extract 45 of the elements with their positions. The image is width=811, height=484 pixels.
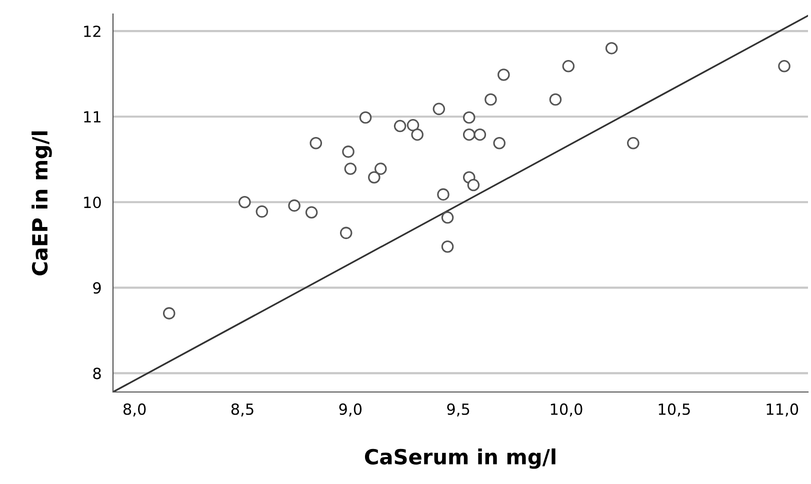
point xyxy=(627,136,640,150)
point xyxy=(484,93,497,106)
point xyxy=(406,119,420,132)
x-tick-label: 8,5 xyxy=(231,403,254,416)
y-axis-title: CaEP in mg/l xyxy=(32,131,52,276)
y-tick-label: 12 xyxy=(84,26,100,37)
point xyxy=(441,240,454,253)
x-tick-label: 8,0 xyxy=(123,403,146,416)
x-tick-label: 10,0 xyxy=(550,403,582,416)
point xyxy=(344,162,357,175)
y-tick-label: 10 xyxy=(84,196,101,208)
point xyxy=(162,307,176,320)
y-tick-label: 11 xyxy=(84,111,100,122)
point xyxy=(498,68,510,81)
point xyxy=(359,111,372,124)
x-tick-label: 11,0 xyxy=(766,403,798,416)
point xyxy=(493,136,506,150)
point xyxy=(562,60,575,72)
point xyxy=(778,60,790,72)
point xyxy=(411,128,424,141)
point xyxy=(238,196,251,208)
x-tick-label: 10,5 xyxy=(658,403,690,416)
x-tick-label: 9,0 xyxy=(339,403,362,416)
point xyxy=(474,128,486,141)
point xyxy=(437,188,450,201)
x-axis-title: CaSerum in mg/l xyxy=(364,448,556,469)
point xyxy=(394,120,406,132)
point xyxy=(549,93,562,106)
y-tick-label: 9 xyxy=(93,282,101,294)
point xyxy=(374,162,387,175)
point xyxy=(305,206,318,219)
point xyxy=(462,128,476,141)
point xyxy=(605,42,618,54)
point xyxy=(288,199,300,212)
point xyxy=(256,205,268,218)
point xyxy=(368,171,380,184)
point xyxy=(441,211,454,224)
y-tick-label: 8 xyxy=(93,368,101,380)
point xyxy=(340,226,352,240)
point xyxy=(342,146,354,158)
point xyxy=(432,102,446,116)
point xyxy=(467,178,480,192)
point xyxy=(462,111,476,124)
point xyxy=(310,136,322,150)
x-tick-label: 9,5 xyxy=(447,403,470,416)
